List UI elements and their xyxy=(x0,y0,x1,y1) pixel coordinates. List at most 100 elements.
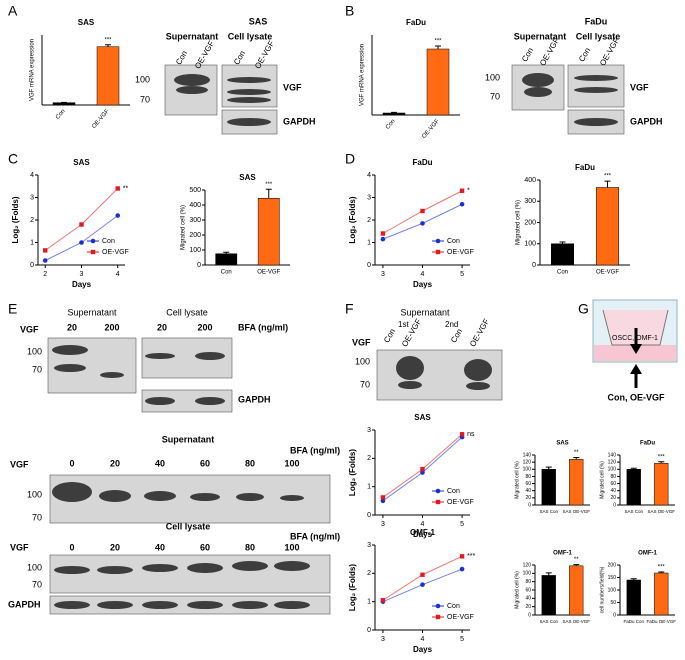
bar xyxy=(53,103,75,105)
marker xyxy=(460,189,464,193)
x-tick-label: FaDu OE-VGF xyxy=(646,619,676,624)
y-tick-label: 80 xyxy=(525,474,531,480)
y-tick-label: 2 xyxy=(30,217,34,224)
y-tick-label: 1 xyxy=(367,239,371,246)
y-tick-label: 2 xyxy=(367,455,371,462)
x-tick-label: 2 xyxy=(43,271,47,278)
blot-label: Supernatant xyxy=(400,307,450,317)
legend-label: OE-VGF xyxy=(447,249,474,256)
marker xyxy=(420,209,424,213)
x-tick-label: OE-VGF xyxy=(421,118,441,140)
y-tick-label: 1 xyxy=(367,599,371,606)
legend-label: Con xyxy=(447,603,460,610)
blot-label: 1st xyxy=(398,320,409,329)
x-tick-label: SAS OE-VGF xyxy=(647,509,675,514)
blot-band xyxy=(232,561,268,571)
blot-label: GAPDH xyxy=(238,394,271,404)
y-tick-label: 60 xyxy=(610,481,616,487)
y-tick-label: 500 xyxy=(189,187,201,194)
x-tick-label: 5 xyxy=(460,521,464,528)
y-tick-label: 200 xyxy=(524,219,536,226)
blot-band xyxy=(100,372,124,378)
blot-band xyxy=(142,601,178,609)
error-bar xyxy=(605,181,611,187)
annotation: *** xyxy=(104,37,112,43)
y-axis-label: cell numbers/field(%) xyxy=(599,566,605,613)
blot-label: 100 xyxy=(284,458,299,468)
y-tick-label: 100 xyxy=(608,587,617,593)
blot-band xyxy=(145,397,175,405)
blot-label: 100 xyxy=(284,542,299,552)
blot-band xyxy=(97,566,133,574)
x-tick-label: FaDu Con xyxy=(623,619,644,624)
blot xyxy=(50,555,330,593)
blot-label: Cell lysate xyxy=(166,521,211,531)
annotation: ns xyxy=(467,431,475,438)
y-axis-label: Migrated cell (%) xyxy=(514,571,520,609)
bar xyxy=(596,187,619,265)
x-axis-label: Days xyxy=(72,280,92,289)
bar xyxy=(542,575,556,615)
blot-label: Con, OE-VGF xyxy=(608,392,665,402)
y-tick-label: 40 xyxy=(525,596,531,602)
marker xyxy=(116,186,120,190)
blot-label: 100 xyxy=(485,72,500,82)
annotation: *** xyxy=(658,565,666,571)
blot-label: VGF xyxy=(352,337,371,347)
blot-label: 100 xyxy=(27,562,42,572)
y-tick-label: 100 xyxy=(523,571,532,577)
blot-label: 40 xyxy=(155,542,165,552)
y-tick-label: 0 xyxy=(613,612,616,618)
marker xyxy=(43,248,47,252)
marker xyxy=(381,231,385,235)
bar xyxy=(569,566,583,615)
y-tick-label: 200 xyxy=(189,232,201,239)
blot-label: VGF xyxy=(630,82,649,92)
x-tick-label: SAS OE-VGF xyxy=(562,619,590,624)
blot-label: GAPDH xyxy=(630,116,663,126)
blot-band xyxy=(52,345,88,355)
blot-band xyxy=(195,352,225,360)
x-tick-label: 3 xyxy=(80,271,84,278)
marker xyxy=(420,573,424,577)
y-tick-label: 3 xyxy=(367,427,371,434)
y-axis-label: Log₂ (Folds) xyxy=(348,196,357,243)
x-tick-label: 5 xyxy=(460,271,464,278)
blot-band xyxy=(522,73,554,87)
y-tick-label: 40 xyxy=(610,488,616,494)
y-tick-label: 80 xyxy=(525,579,531,585)
blot-band xyxy=(144,491,176,501)
blot-label: 40 xyxy=(155,458,165,468)
blot-band xyxy=(187,601,223,609)
x-tick-label: 3 xyxy=(381,271,385,278)
y-tick-label: 100 xyxy=(523,467,532,473)
bar xyxy=(542,469,556,505)
error-bar xyxy=(546,467,552,469)
blot-band xyxy=(54,566,90,574)
chart-title: SAS xyxy=(239,173,256,182)
y-tick-label: 100 xyxy=(524,241,536,248)
blot-label: Cell lysate xyxy=(166,307,208,317)
chart-title: FaDu xyxy=(640,441,655,447)
blot-label: 100 xyxy=(27,489,42,499)
blot-band xyxy=(176,86,208,94)
y-tick-label: 140 xyxy=(608,452,617,458)
x-tick-label: SAS Con xyxy=(539,509,558,514)
blot-label: 20 xyxy=(67,322,77,332)
blot-label: Con xyxy=(382,327,397,344)
legend-label: OE-VGF xyxy=(102,249,129,256)
panel-letter: D xyxy=(345,151,355,167)
y-tick-label: 3 xyxy=(30,194,34,201)
chart-title: SAS xyxy=(556,441,568,447)
x-tick-label: 4 xyxy=(116,271,120,278)
y-tick-label: 400 xyxy=(189,202,201,209)
annotation: *** xyxy=(265,182,273,188)
chart-title: FaDu xyxy=(406,18,426,27)
panel-letter: C xyxy=(8,151,18,167)
blot-band xyxy=(524,87,552,97)
y-tick-label: 400 xyxy=(524,177,536,184)
panel-letter: B xyxy=(345,3,354,19)
blot-label: 2nd xyxy=(445,320,458,329)
annotation: ** xyxy=(574,450,579,456)
